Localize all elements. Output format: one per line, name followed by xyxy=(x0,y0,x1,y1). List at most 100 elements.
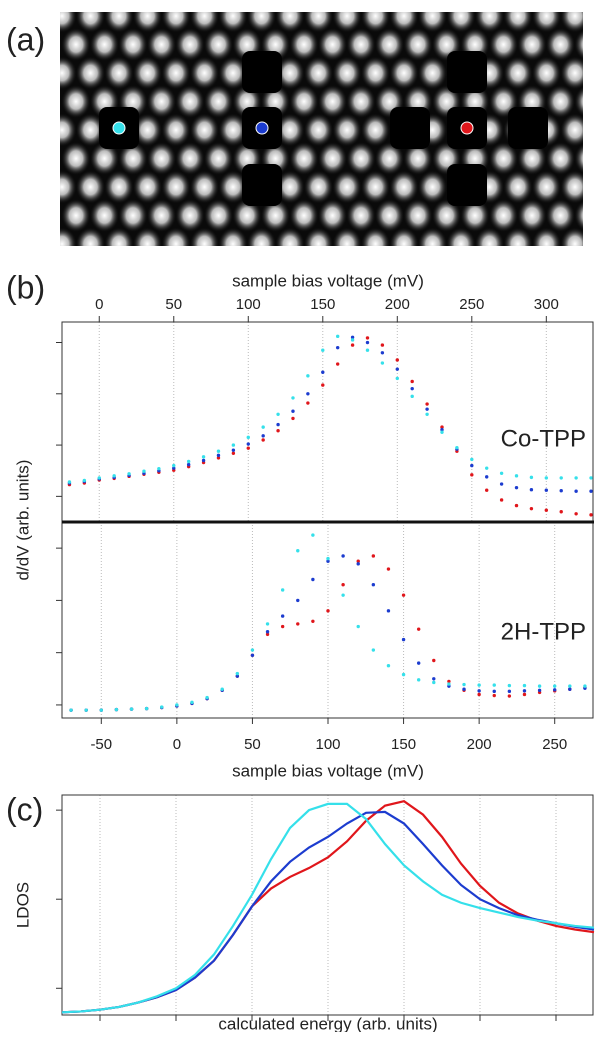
stm-blob xyxy=(517,199,547,233)
stm-blob xyxy=(90,28,120,62)
x-tick-label: 100 xyxy=(236,296,261,313)
data-point xyxy=(232,443,235,446)
panel-label: (c) xyxy=(6,791,43,827)
stm-blob xyxy=(318,142,348,176)
x-tick-label: 50 xyxy=(244,736,261,753)
stm-blob xyxy=(389,170,419,204)
molecule-dark xyxy=(242,51,282,93)
stm-blob xyxy=(589,0,595,33)
data-point xyxy=(477,689,480,692)
stm-blob xyxy=(118,199,148,233)
data-point xyxy=(493,694,496,697)
data-point xyxy=(387,567,390,570)
stm-blob xyxy=(104,170,134,204)
data-point xyxy=(205,696,208,699)
stm-blob xyxy=(204,85,234,119)
data-point xyxy=(493,690,496,693)
x-axis-label: sample bias voltage (mV) xyxy=(232,761,424,780)
plot-frame xyxy=(62,322,593,522)
data-point xyxy=(508,684,511,687)
data-point xyxy=(432,681,435,684)
stm-blob xyxy=(161,170,191,204)
data-point xyxy=(538,684,541,687)
stm-blob xyxy=(332,56,362,90)
stm-blob xyxy=(389,56,419,90)
stm-blob xyxy=(204,142,234,176)
stm-blob xyxy=(289,28,319,62)
stm-blob xyxy=(275,227,305,261)
data-point xyxy=(508,690,511,693)
y-axis-label: LDOS xyxy=(13,882,32,928)
stm-blob xyxy=(175,199,205,233)
data-point xyxy=(336,362,339,365)
data-point xyxy=(357,625,360,628)
stm-blob xyxy=(247,227,277,261)
data-point xyxy=(485,475,488,478)
stm-blob xyxy=(76,227,106,261)
data-point xyxy=(410,387,413,390)
data-point xyxy=(589,490,592,493)
stm-blob xyxy=(489,28,519,62)
tip-position xyxy=(461,122,473,134)
data-point xyxy=(232,449,235,452)
x-tick-label: 100 xyxy=(315,736,340,753)
data-point xyxy=(281,588,284,591)
stm-blob xyxy=(532,170,562,204)
data-point xyxy=(281,625,284,628)
data-point xyxy=(402,638,405,641)
stm-blob xyxy=(389,227,419,261)
data-point xyxy=(432,659,435,662)
data-point xyxy=(281,614,284,617)
stm-blob xyxy=(147,199,177,233)
data-point xyxy=(455,446,458,449)
data-point xyxy=(402,673,405,676)
data-point xyxy=(574,512,577,515)
data-point xyxy=(142,470,145,473)
y-axis-label: d/dV (arb. units) xyxy=(13,460,32,581)
stm-blob xyxy=(446,227,476,261)
data-point xyxy=(115,708,118,711)
data-point xyxy=(493,683,496,686)
x-tick-label: 200 xyxy=(385,296,410,313)
stm-blob xyxy=(190,56,220,90)
stm-blob xyxy=(304,56,334,90)
stm-blob xyxy=(304,113,334,147)
data-point xyxy=(396,367,399,370)
data-point xyxy=(351,338,354,341)
data-point xyxy=(530,476,533,479)
stm-blob xyxy=(147,142,177,176)
stm-blob xyxy=(104,227,134,261)
stm-blob xyxy=(418,170,448,204)
data-point xyxy=(321,383,324,386)
stm-blob xyxy=(346,142,376,176)
stm-blob xyxy=(503,170,533,204)
data-point xyxy=(410,380,413,383)
stm-blob xyxy=(546,85,576,119)
stm-blob xyxy=(517,28,547,62)
data-point xyxy=(276,413,279,416)
data-point xyxy=(538,689,541,692)
data-point xyxy=(515,486,518,489)
data-point xyxy=(568,688,571,691)
data-point xyxy=(306,392,309,395)
data-point xyxy=(202,459,205,462)
stm-blob xyxy=(76,170,106,204)
data-point xyxy=(470,464,473,467)
stm-blob xyxy=(133,170,163,204)
data-point xyxy=(530,488,533,491)
data-point xyxy=(266,622,269,625)
stm-blob xyxy=(161,113,191,147)
data-point xyxy=(311,533,314,536)
data-point xyxy=(381,343,384,346)
panel-label: (b) xyxy=(6,269,45,305)
data-point xyxy=(341,554,344,557)
data-point xyxy=(306,374,309,377)
data-point xyxy=(321,349,324,352)
data-point xyxy=(190,701,193,704)
data-point xyxy=(266,630,269,633)
x-tick-label: 250 xyxy=(542,736,567,753)
data-point xyxy=(68,480,71,483)
data-point xyxy=(485,489,488,492)
